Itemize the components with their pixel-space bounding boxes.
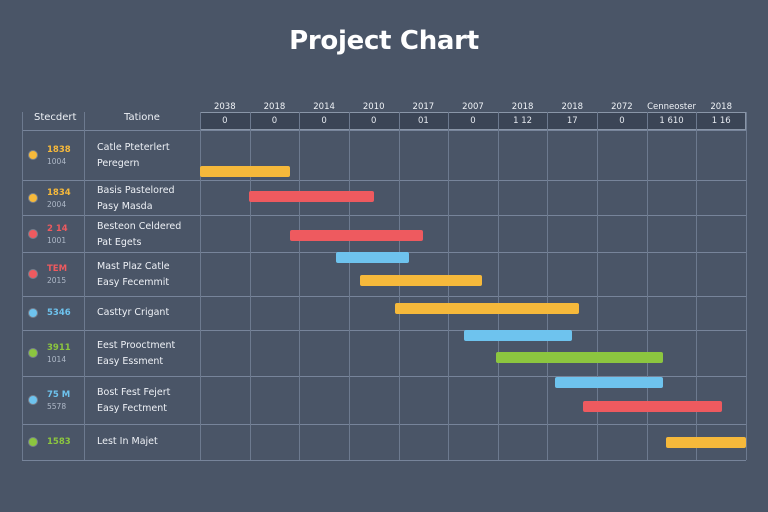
year-label: 2018 bbox=[263, 102, 286, 112]
row-status-dot bbox=[29, 229, 37, 238]
column-header-left: Stecdert bbox=[34, 112, 77, 123]
row-task-name: Eest Prooctment bbox=[97, 340, 176, 351]
grid-vline bbox=[84, 112, 85, 460]
row-subcode: 1004 bbox=[47, 157, 67, 166]
grid-hline bbox=[22, 296, 746, 297]
gantt-bar bbox=[582, 400, 722, 412]
row-task-name: Bost Fest Fejert bbox=[97, 387, 171, 398]
grid-vline bbox=[250, 112, 251, 460]
grid-hline bbox=[22, 460, 746, 461]
grid-hline bbox=[22, 330, 746, 331]
row-subcode: 2004 bbox=[47, 199, 67, 209]
row-task-name: Pat Egets bbox=[97, 236, 142, 248]
tick-label: 1 16 bbox=[711, 116, 731, 126]
row-status-dot bbox=[29, 193, 37, 202]
row-status-dot bbox=[29, 270, 37, 278]
row-code: TEM bbox=[47, 264, 68, 274]
row-task-name: Pasy Masda bbox=[97, 200, 153, 212]
gantt-bar bbox=[495, 351, 663, 363]
tick-label: 0 bbox=[619, 116, 625, 126]
row-task-name: Easy Fectment bbox=[97, 403, 167, 414]
gantt-bar bbox=[200, 165, 291, 177]
tick-label: 0 bbox=[371, 116, 377, 126]
year-label: 2010 bbox=[362, 102, 385, 112]
row-task-name: Easy Essment bbox=[97, 356, 164, 367]
row-status-dot bbox=[29, 309, 37, 317]
row-subcode: 2015 bbox=[47, 276, 67, 285]
tick-label: 0 bbox=[321, 116, 327, 126]
grid-hline bbox=[22, 424, 746, 425]
tick-label: 01 bbox=[417, 116, 429, 126]
gantt-bar bbox=[335, 251, 409, 263]
row-code: 2 14 bbox=[47, 223, 68, 234]
grid-vline bbox=[647, 112, 648, 460]
row-task-name: Mast Plaz Catle bbox=[97, 261, 170, 272]
year-label: 2017 bbox=[412, 102, 435, 112]
gantt-bar bbox=[464, 329, 573, 341]
row-task-name: Basis Pastelored bbox=[97, 184, 175, 196]
gantt-bar bbox=[359, 274, 482, 286]
row-task-name: Besteon Celdered bbox=[97, 220, 182, 232]
row-task-name: Peregern bbox=[97, 158, 140, 169]
grid-vline bbox=[746, 112, 747, 460]
grid-hline bbox=[22, 180, 746, 181]
grid-vline bbox=[299, 112, 300, 460]
row-status-dot bbox=[29, 396, 37, 404]
row-subcode: 1001 bbox=[47, 235, 67, 245]
row-code: 5346 bbox=[47, 308, 71, 318]
year-label: Cenneoster bbox=[647, 102, 696, 112]
year-label: 2018 bbox=[710, 102, 732, 112]
year-label: 2018 bbox=[561, 102, 584, 112]
row-status-dot bbox=[29, 151, 37, 159]
grid-vline bbox=[399, 112, 400, 460]
row-task-name: Catle Pteterlert bbox=[97, 142, 170, 153]
gantt-bar bbox=[554, 376, 663, 388]
tick-label: 0 bbox=[470, 116, 476, 126]
year-label: 2018 bbox=[511, 102, 534, 112]
gantt-bar bbox=[248, 190, 374, 202]
row-subcode: 1014 bbox=[47, 355, 67, 364]
tick-label: 17 bbox=[566, 116, 578, 126]
row-code: 75 M bbox=[47, 390, 71, 400]
row-subcode: 5578 bbox=[47, 402, 67, 411]
grid-hline bbox=[22, 215, 746, 216]
year-label: 2072 bbox=[611, 102, 633, 112]
row-task-name: Easy Fecemmit bbox=[97, 277, 170, 288]
year-label: 2038 bbox=[213, 102, 236, 112]
row-code: 1583 bbox=[47, 437, 71, 447]
gantt-bar bbox=[666, 436, 746, 448]
grid-vline bbox=[349, 112, 350, 460]
grid-vline bbox=[547, 112, 548, 460]
grid-vline bbox=[696, 112, 697, 460]
tick-label: 1 610 bbox=[659, 116, 684, 126]
row-code: 1834 bbox=[47, 187, 71, 198]
year-label: 2014 bbox=[313, 102, 335, 112]
tick-label: 0 bbox=[271, 116, 278, 126]
grid-vline bbox=[597, 112, 598, 460]
grid-hline bbox=[22, 130, 746, 131]
row-status-dot bbox=[29, 438, 37, 446]
row-code: 1838 bbox=[47, 145, 71, 155]
grid-vline bbox=[498, 112, 499, 460]
grid-hline bbox=[22, 376, 746, 377]
row-task-name: Casttyr Crigant bbox=[97, 307, 170, 318]
gantt-bar bbox=[394, 302, 580, 314]
tick-label: 0 bbox=[222, 116, 228, 126]
grid-vline bbox=[200, 112, 201, 460]
tick-label: 1 12 bbox=[513, 116, 533, 126]
row-status-dot bbox=[29, 349, 37, 357]
chart-title: Project Chart bbox=[289, 26, 479, 56]
grid-hline bbox=[22, 130, 200, 131]
year-label: 2007 bbox=[462, 102, 484, 112]
column-header-right: Tatione bbox=[124, 112, 160, 123]
grid-vline bbox=[448, 112, 449, 460]
gantt-bar bbox=[290, 229, 423, 241]
grid-vline bbox=[22, 112, 23, 460]
row-code: 3911 bbox=[47, 343, 71, 353]
row-task-name: Lest In Majet bbox=[97, 436, 158, 447]
